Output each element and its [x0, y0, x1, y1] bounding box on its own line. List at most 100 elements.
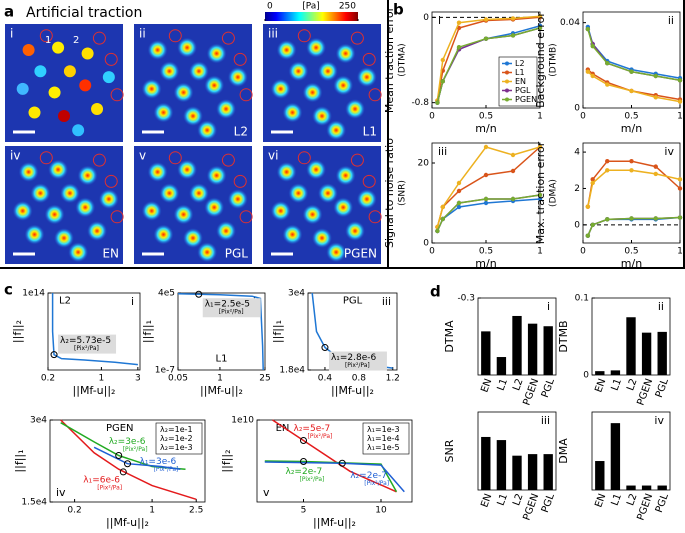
data-point: [677, 215, 683, 220]
tile-numeral: iv: [10, 149, 20, 163]
colorbar-tick-label: 0: [267, 2, 273, 12]
noise-ring: [39, 29, 53, 43]
series-line: [436, 146, 541, 228]
noise-ring: [239, 210, 253, 224]
traction-spot: [282, 224, 303, 245]
legend-swatch: [505, 88, 509, 93]
data-point: [440, 79, 445, 84]
bead: [102, 71, 115, 84]
data-point: [677, 177, 683, 182]
tile-numeral: vi: [268, 149, 278, 163]
bead: [48, 86, 61, 99]
bar: [610, 370, 621, 375]
y-axis-label: Background error: [534, 12, 547, 108]
data-point: [440, 57, 445, 63]
legend-box: [155, 422, 203, 455]
y-axis-label: DTMA: [443, 320, 456, 353]
data-point: [456, 200, 462, 206]
data-point: [510, 168, 516, 174]
annotation-unit: [Pix²/Pa]: [154, 466, 179, 473]
x-axis-label: m/n: [475, 257, 496, 270]
noise-ring: [233, 174, 247, 188]
x-axis-label: ||Mf-u||₂: [313, 516, 356, 529]
panel-numeral: i: [547, 300, 550, 313]
y-tick-label: -0.8: [411, 98, 429, 108]
data-point: [456, 20, 462, 25]
y-axis-label: DMA: [557, 438, 570, 464]
traction-spot: [141, 200, 162, 221]
chart-title: L2: [59, 296, 71, 307]
axes-frame: [256, 419, 413, 503]
highlight-point: [195, 290, 203, 298]
x-tick-label: 0.05: [168, 374, 188, 384]
annotation-unit: [Pix²/Pa]: [97, 484, 122, 491]
legend-swatch: [505, 79, 509, 84]
y-axis-label: (DTMB): [549, 43, 559, 76]
legend-swatch: [505, 97, 509, 102]
traction-spot: [333, 75, 354, 96]
data-point: [537, 25, 543, 31]
noise-ring: [350, 153, 364, 167]
panel-numeral: iii: [541, 414, 550, 427]
highlight-point: [115, 452, 123, 460]
x-axis-label: m/n: [621, 122, 642, 135]
axes-frame: [582, 142, 681, 244]
highlight-point: [338, 459, 346, 467]
y-tick-label: 0.04: [560, 18, 580, 28]
y-tick-label: 0: [574, 104, 580, 114]
y-axis-label: ||f||₁: [271, 320, 284, 343]
annotation: λ₂=5.73e-5: [60, 336, 111, 346]
y-tick-label: 1.8e4: [279, 366, 305, 376]
bead: [16, 82, 29, 95]
y-tick-label: -0.3: [457, 294, 475, 304]
traction-spot: [288, 183, 309, 204]
y-tick-label: 1e14: [22, 289, 45, 299]
tile-method: PGL: [225, 247, 249, 261]
series-line: [436, 15, 541, 101]
data-point: [435, 228, 440, 234]
x-tick-label: 0: [429, 247, 435, 257]
x-tick-label: 1: [537, 112, 543, 122]
bead: [81, 47, 94, 60]
traction-spot: [75, 197, 96, 218]
traction-spot: [206, 165, 227, 186]
y-tick-label: 4e5: [158, 289, 175, 299]
panel-numeral: iv: [654, 414, 664, 427]
data-point: [629, 69, 634, 74]
axes-frame: [177, 292, 266, 371]
legend-label: L1: [515, 68, 525, 77]
traction-spot: [227, 67, 248, 88]
x-tick-label: 1.2: [386, 374, 400, 384]
annotation: λ₁=6e-6: [83, 475, 120, 485]
x-tick-label: L1: [496, 492, 510, 507]
panel-label: b: [393, 1, 404, 19]
traction-spot: [141, 78, 162, 99]
noise-ring: [104, 174, 118, 188]
y-tick-label: 0: [423, 13, 429, 23]
data-point: [537, 144, 543, 150]
x-tick-label: 0: [580, 112, 586, 122]
tile-numeral: iii: [268, 27, 278, 41]
annotation-box: [58, 334, 117, 354]
traction-spot: [206, 43, 227, 64]
x-axis-label: m/n: [475, 122, 496, 135]
data-point: [629, 216, 634, 221]
traction-spot: [288, 61, 309, 82]
data-point: [629, 168, 634, 173]
series-line: [60, 419, 197, 501]
noise-ring: [168, 151, 182, 165]
traction-spot: [153, 102, 174, 123]
traction-spot: [216, 220, 237, 241]
x-tick-label: EN: [479, 377, 494, 394]
annotation: λ₂=5e-7: [294, 424, 331, 434]
annotation-unit: [Pix²/Pa]: [308, 433, 333, 440]
bar: [610, 423, 621, 490]
data-point: [510, 33, 516, 38]
legend-label: λ₁=1e-5: [367, 443, 400, 452]
data-point: [629, 88, 634, 94]
axes-frame: [431, 142, 541, 244]
noise-ring: [110, 88, 124, 102]
traction-spot: [173, 204, 194, 225]
traction-spot: [326, 242, 347, 263]
axes-frame: [47, 292, 141, 371]
